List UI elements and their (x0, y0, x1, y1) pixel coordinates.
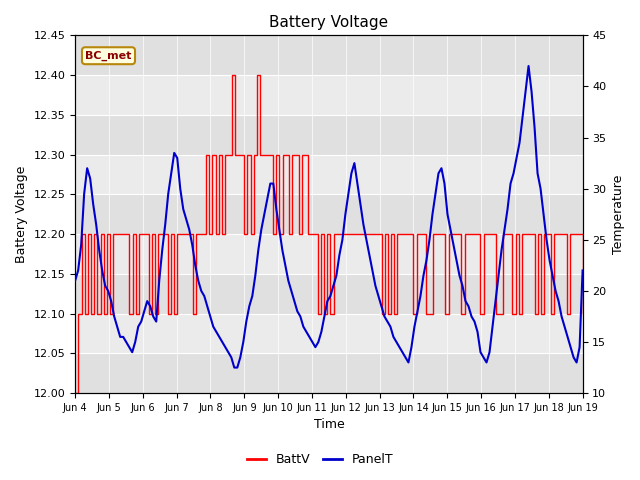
Bar (75, 274, 582, 313)
Bar (75, 36, 582, 75)
Title: Battery Voltage: Battery Voltage (269, 15, 388, 30)
Bar (75, 234, 582, 274)
Y-axis label: Temperature: Temperature (612, 175, 625, 254)
Bar (75, 155, 582, 194)
Bar (75, 353, 582, 393)
Bar (75, 75, 582, 115)
Y-axis label: Battery Voltage: Battery Voltage (15, 166, 28, 263)
Bar (75, 313, 582, 353)
Legend: BattV, PanelT: BattV, PanelT (242, 448, 398, 471)
X-axis label: Time: Time (314, 419, 344, 432)
Bar (75, 194, 582, 234)
Text: BC_met: BC_met (85, 50, 132, 61)
Bar (75, 115, 582, 155)
